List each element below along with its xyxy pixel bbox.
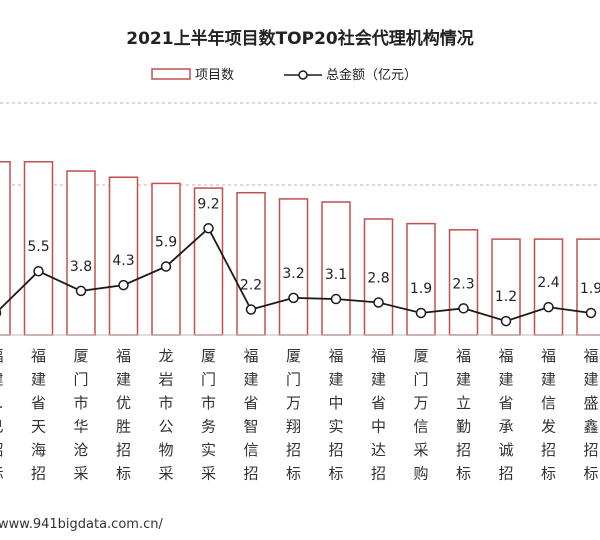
category-labels-layer: 福建…己招标 福建省天海招 厦门市华沧采 福建优胜招标 龙岩市公物采 厦门市务实采 福建省智… [0,347,599,483]
line-point-14 [585,307,597,319]
line-point-2 [75,285,87,297]
value-label-12: 1.2 [495,289,517,305]
category-label-11: 福建立勤招标 [456,347,471,483]
bar-4 [151,182,181,336]
legend-bar-label: 项目数 [195,68,234,83]
line-point-5 [203,223,214,234]
category-label-3: 福建优胜招标 [116,347,131,483]
value-labels-layer: 95.53.84.35.99.22.23.23.12.81.92.31.22.4… [0,196,600,305]
bar-13 [533,238,564,336]
line-point-1 [33,265,44,277]
line-point-3 [118,279,129,291]
category-label-0: 福建…己招标 [0,347,4,483]
category-label-2: 厦门市华沧采 [73,347,88,483]
line-point-6 [245,304,257,315]
category-label-7: 厦门万翔招标 [286,347,301,483]
value-label-7: 3.2 [282,266,304,282]
line-point-13 [543,301,554,313]
line-point-4 [160,261,172,272]
chart-title: 2021上半年项目数TOP20社会代理机构情况 [126,28,473,49]
source-text: www.941bigdata.com.cn/ [0,517,163,532]
bar-0 [0,161,11,336]
category-label-14: 福建盛鑫招标 [583,347,598,483]
legend-line-marker [298,70,308,80]
line-point-7 [288,292,299,304]
value-label-11: 2.3 [452,276,474,292]
bar-2 [66,170,96,336]
category-label-9: 福建省中达招 [371,347,386,483]
bar-11 [448,229,479,336]
line-point-8 [330,293,342,305]
bar-5 [193,187,224,336]
category-label-6: 福建省智信招 [243,347,258,483]
category-label-5: 厦门市务实采 [201,347,216,483]
value-label-3: 4.3 [112,253,134,269]
category-label-12: 福建省承诚招 [498,347,513,483]
bar-10 [406,222,436,336]
value-label-9: 2.8 [367,271,389,287]
value-label-5: 9.2 [197,196,219,212]
line-point-9 [373,297,384,308]
bar-9 [363,218,394,336]
category-label-13: 福建信发招标 [541,347,556,483]
line-point-0 [0,309,2,317]
legend: 项目数 总金额（亿元） [151,67,417,83]
bar-3 [108,176,139,336]
line-layer [0,223,597,327]
line-point-12 [500,315,512,327]
legend-bar-swatch [151,68,191,80]
bar-8 [321,201,351,336]
line-point-10 [415,307,427,319]
value-label-1: 5.5 [27,239,49,255]
value-label-6: 2.2 [240,277,262,293]
value-label-8: 3.1 [325,267,347,283]
bar-1 [23,161,54,336]
value-label-10: 1.9 [410,281,432,297]
category-label-1: 福建省天海招 [31,347,46,483]
category-label-10: 厦门万信采购 [413,347,428,483]
bars-layer [0,161,600,336]
value-label-2: 3.8 [70,259,92,275]
value-label-14: 1.9 [580,281,600,297]
legend-line-label: 总金额（亿元） [326,67,417,83]
bar-7 [278,198,309,336]
line-point-11 [458,303,469,314]
category-label-8: 福建中实招标 [328,347,343,483]
value-label-13: 2.4 [537,275,559,291]
category-label-4: 龙岩市公物采 [158,347,173,483]
value-label-4: 5.9 [155,235,177,251]
